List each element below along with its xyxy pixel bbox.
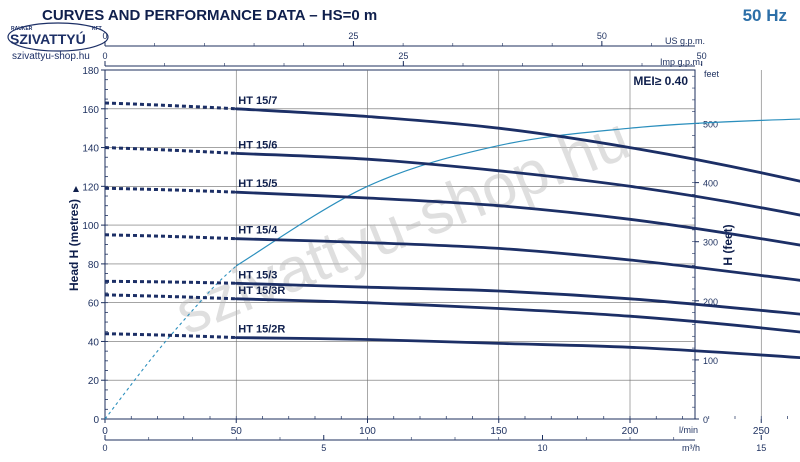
x-tick-label: 0 bbox=[102, 426, 108, 437]
pump-curve-label: HT 15/6 bbox=[238, 139, 277, 151]
axes: 0204060801001201401601800501001502002503… bbox=[82, 31, 788, 453]
y-tick-label: 100 bbox=[82, 221, 99, 232]
x-tick-label: 250 bbox=[753, 426, 770, 437]
y-tick-label: 80 bbox=[88, 260, 100, 271]
y-tick-label: 180 bbox=[82, 66, 99, 77]
y-tick-label: 140 bbox=[82, 144, 99, 155]
pump-curve-shutoff-dashed bbox=[104, 146, 237, 155]
pump-curve-label: HT 15/2R bbox=[238, 324, 285, 336]
x-tick-label: 200 bbox=[622, 426, 639, 437]
top-axis-tick-label: 50 bbox=[597, 31, 607, 41]
pump-curve-label: HT 15/4 bbox=[238, 225, 278, 237]
y-tick-label: 160 bbox=[82, 105, 99, 116]
right-axis-tick-label: 200 bbox=[703, 297, 718, 307]
top-axis-tick-label: 0 bbox=[102, 51, 107, 61]
frequency-label: 50 Hz bbox=[743, 6, 787, 25]
pump-curve-label: HT 15/3 bbox=[238, 269, 277, 281]
pump-curve-shutoff-dashed bbox=[104, 293, 237, 301]
pump-curve-label: HT 15/5 bbox=[238, 178, 277, 190]
right-axis-tick-label: 100 bbox=[703, 356, 718, 366]
pump-curve-shutoff-dashed bbox=[104, 332, 237, 340]
pump-curve-line bbox=[234, 237, 800, 282]
y-tick-label: 20 bbox=[88, 376, 100, 387]
top-axis-tick-label: 50 bbox=[697, 51, 707, 61]
y-tick-label: 120 bbox=[82, 182, 99, 193]
efficiency-curve-line bbox=[235, 118, 800, 267]
pump-curve-line bbox=[234, 297, 800, 334]
efficiency-curve: η = 62%50 bbox=[104, 118, 800, 420]
right-axis-tick-label: 500 bbox=[703, 120, 718, 130]
efficiency-curve-dashed bbox=[104, 265, 237, 420]
top-axis-us-unit: US g.p.m. bbox=[665, 36, 705, 46]
bottom-axis2-tick-label: 5 bbox=[321, 443, 326, 453]
mei-label: MEI≥ 0.40 bbox=[633, 74, 688, 88]
right-axis-tick-label: 400 bbox=[703, 179, 718, 189]
bottom-axis2-tick-label: 10 bbox=[537, 443, 547, 453]
logo-sub-text: KFT. bbox=[92, 26, 103, 32]
y-tick-label: 40 bbox=[88, 337, 100, 348]
bottom-axis2-tick-label: 0 bbox=[102, 443, 107, 453]
x-tick-label: 150 bbox=[490, 426, 507, 437]
pump-curve-shutoff-dashed bbox=[104, 101, 237, 111]
y-axis-arrow-icon bbox=[73, 186, 79, 192]
pump-curve-line bbox=[234, 107, 800, 183]
pump-curve-shutoff-dashed bbox=[104, 186, 237, 194]
bottom-axis2-tick-label: 15 bbox=[756, 443, 766, 453]
pump-curve-line bbox=[234, 190, 800, 247]
pump-curve-shutoff-dashed bbox=[104, 233, 237, 241]
pump-curve-line bbox=[234, 152, 800, 217]
y-tick-label: 0 bbox=[93, 415, 99, 426]
y-axis-title: Head H (metres) bbox=[67, 199, 81, 291]
logo-url-text: szivattyu-shop.hu bbox=[12, 51, 90, 62]
top-axis-tick-label: 0 bbox=[102, 31, 107, 41]
pump-curve-label: HT 15/7 bbox=[238, 95, 277, 107]
pump-curve-line bbox=[234, 336, 800, 359]
chart-title: CURVES AND PERFORMANCE DATA – HS=0 m bbox=[42, 7, 377, 24]
bottom-axis-unit: l/min bbox=[679, 425, 698, 435]
top-axis-tick-label: 25 bbox=[348, 31, 358, 41]
pump-curves: HT 15/7 HT 15/6 HT 15/5 HT 15/4 HT 15/3 HT 15… bbox=[104, 95, 800, 359]
right-axis-tick-label: 300 bbox=[703, 238, 718, 248]
pump-curve-label: HT 15/3R bbox=[238, 285, 285, 297]
pump-curve-line bbox=[234, 281, 800, 316]
bottom-axis2-unit: m³/h bbox=[682, 443, 700, 453]
top-axis-imp-unit: Imp g.p.m. bbox=[660, 57, 703, 67]
y2-axis-title: H (feet) bbox=[721, 224, 735, 265]
x-tick-label: 50 bbox=[231, 426, 243, 437]
logo-brand-text: SZIVATTYÚ bbox=[10, 30, 86, 47]
top-axis-tick-label: 25 bbox=[398, 51, 408, 61]
logo-top-text: RAUKER bbox=[11, 26, 33, 32]
right-axis-unit: feet bbox=[704, 69, 720, 79]
right-axis-tick-label: 0 bbox=[703, 415, 708, 425]
company-logo: RAUKER SZIVATTYÚ KFT. szivattyu-shop.hu bbox=[7, 22, 109, 62]
x-tick-label: 100 bbox=[359, 426, 376, 437]
pump-curve-shutoff-dashed bbox=[104, 279, 237, 285]
y-tick-label: 60 bbox=[88, 299, 100, 310]
